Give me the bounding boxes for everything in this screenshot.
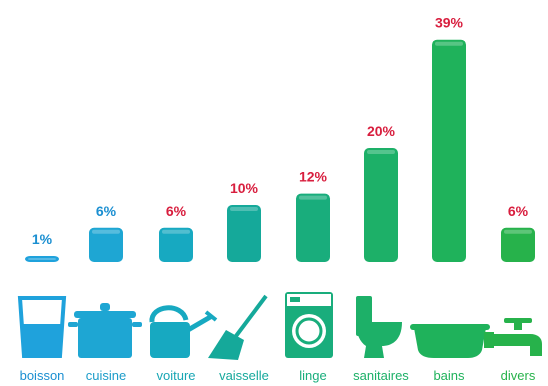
value-labels: 1% 6% 6% 10% 12% 20% 39% 6% — [32, 15, 529, 247]
category-label-vaisselle: vaisselle — [219, 368, 269, 383]
pot-icon — [68, 303, 142, 358]
bar-highlight — [28, 258, 56, 260]
category-label-sanitaires: sanitaires — [353, 368, 409, 383]
bar-linge — [296, 193, 330, 262]
value-label-sanitaires: 20% — [367, 123, 396, 139]
value-label-linge: 12% — [299, 169, 328, 185]
bar-highlight — [504, 229, 532, 234]
category-label-voiture: voiture — [156, 368, 195, 383]
bar-highlight — [367, 150, 395, 154]
icons — [17, 292, 542, 360]
bar-highlight — [435, 41, 463, 46]
value-label-vaisselle: 10% — [230, 180, 259, 196]
bar-bains — [432, 39, 466, 263]
bar-highlight — [92, 229, 120, 234]
value-label-voiture: 6% — [166, 203, 187, 219]
category-label-cuisine: cuisine — [86, 368, 126, 383]
faucet-icon — [484, 318, 542, 356]
bar-highlight — [162, 229, 190, 234]
value-label-bains: 39% — [435, 15, 464, 31]
bar-boisson — [25, 256, 59, 262]
bar-highlight — [230, 207, 258, 211]
toilet-icon — [356, 296, 402, 358]
washing-machine-icon — [285, 292, 333, 358]
bar-highlight — [299, 195, 327, 200]
value-label-divers: 6% — [508, 203, 529, 219]
bathtub-icon — [410, 324, 490, 358]
category-labels: boisson cuisine voiture vaisselle linge sanit… — [20, 368, 536, 383]
bar-cuisine — [89, 227, 123, 262]
broom-icon — [208, 294, 268, 360]
value-label-cuisine: 6% — [96, 203, 117, 219]
bar-sanitaires — [364, 148, 398, 262]
value-label-boisson: 1% — [32, 231, 53, 247]
glass-icon — [17, 296, 67, 358]
category-label-divers: divers — [501, 368, 536, 383]
bar-voiture — [159, 227, 193, 262]
bars — [25, 39, 535, 263]
watering-can-icon — [149, 305, 218, 358]
bar-divers — [501, 227, 535, 262]
bar-vaisselle — [227, 205, 261, 262]
category-label-boisson: boisson — [20, 368, 65, 383]
category-label-bains: bains — [433, 368, 465, 383]
category-label-linge: linge — [299, 368, 326, 383]
